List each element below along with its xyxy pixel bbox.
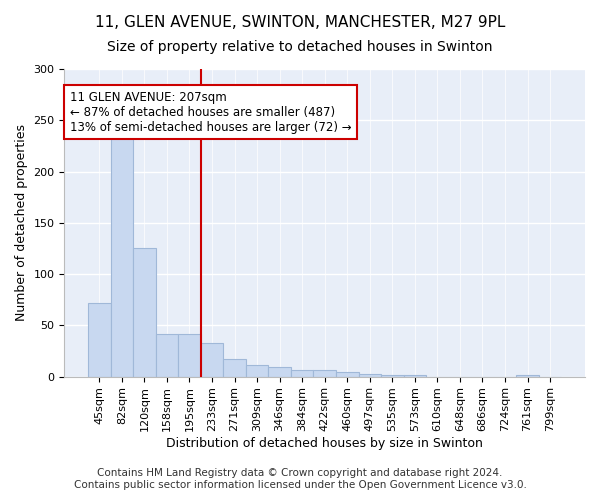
Bar [291,370,313,376]
Bar [110,134,133,376]
Text: Contains HM Land Registry data © Crown copyright and database right 2024.
Contai: Contains HM Land Registry data © Crown c… [74,468,526,490]
Bar [381,374,404,376]
Text: 11, GLEN AVENUE, SWINTON, MANCHESTER, M27 9PL: 11, GLEN AVENUE, SWINTON, MANCHESTER, M2… [95,15,505,30]
Bar [268,368,291,376]
Bar [88,303,110,376]
X-axis label: Distribution of detached houses by size in Swinton: Distribution of detached houses by size … [166,437,483,450]
Bar [223,359,246,376]
Bar [516,374,539,376]
Text: Size of property relative to detached houses in Swinton: Size of property relative to detached ho… [107,40,493,54]
Bar [133,248,155,376]
Bar [201,343,223,376]
Bar [246,366,268,376]
Text: 11 GLEN AVENUE: 207sqm
← 87% of detached houses are smaller (487)
13% of semi-de: 11 GLEN AVENUE: 207sqm ← 87% of detached… [70,90,351,134]
Y-axis label: Number of detached properties: Number of detached properties [15,124,28,322]
Bar [404,374,426,376]
Bar [313,370,336,376]
Bar [336,372,359,376]
Bar [359,374,381,376]
Bar [178,334,201,376]
Bar [155,334,178,376]
